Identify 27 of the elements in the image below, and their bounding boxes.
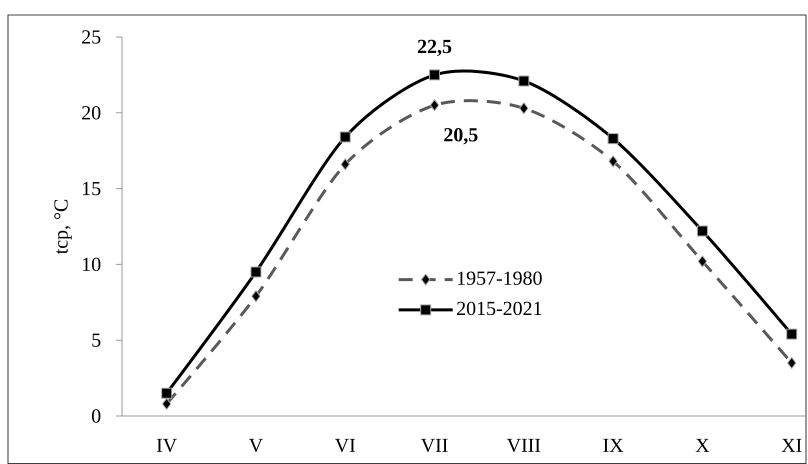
point [429, 69, 440, 80]
x-tick-label: IV [156, 438, 177, 452]
point [340, 132, 351, 143]
point [608, 133, 619, 144]
point [786, 328, 798, 340]
x-tick-label: VIII [506, 438, 540, 452]
x-tick-label: VI [334, 438, 356, 452]
point [161, 388, 172, 399]
x-tick-label: VII [420, 438, 448, 452]
x-tick-label: X [696, 438, 710, 452]
legend-label: 2015-2021 [457, 302, 542, 316]
y-tick-label: 25 [82, 30, 100, 44]
y-axis-title: tcp, °C [54, 200, 72, 254]
point [518, 75, 530, 86]
annotation: 20,5 [444, 128, 478, 144]
annotation: 22,5 [418, 40, 452, 56]
x-tick-label: V [248, 438, 263, 452]
x-tick-label: IX [603, 438, 624, 452]
y-tick-label: 5 [92, 334, 100, 347]
legend-label: 1957-1980 [458, 271, 542, 285]
y-tick-label: 15 [82, 182, 100, 196]
point [250, 266, 262, 278]
y-tick-label: 10 [82, 258, 100, 272]
point [696, 226, 708, 237]
x-tick-label: XI [782, 438, 802, 452]
y-tick-label: 20 [82, 106, 100, 120]
y-tick-label: 0 [92, 409, 100, 423]
